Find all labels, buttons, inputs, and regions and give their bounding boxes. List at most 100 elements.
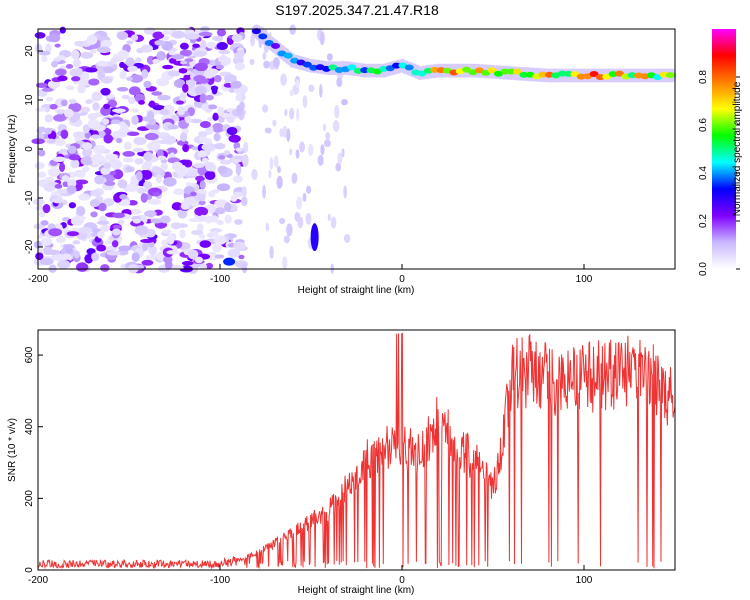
heatmap-cell — [78, 193, 91, 201]
heatmap-cell — [180, 132, 188, 142]
heatmap-cell — [170, 222, 182, 230]
heatmap-cell — [131, 208, 142, 215]
heatmap-cell — [69, 68, 83, 77]
heatmap-cell — [286, 128, 291, 143]
heatmap-cell — [157, 155, 167, 161]
heatmap-cell — [218, 49, 231, 55]
heatmap-cell — [186, 79, 196, 88]
heatmap-cell — [175, 100, 185, 105]
heatmap-cell — [228, 134, 241, 143]
heatmap-cell — [319, 31, 325, 46]
heatmap-cell — [51, 197, 64, 204]
heatmap-cell — [198, 131, 208, 137]
heatmap-cell — [128, 86, 141, 96]
heatmap-cell — [177, 210, 188, 219]
heatmap-cell — [279, 128, 284, 138]
x-tick-label: 0 — [399, 274, 405, 285]
heatmap-cell — [291, 172, 298, 184]
heatmap-cell — [111, 228, 121, 236]
heatmap-cell — [53, 114, 67, 122]
heatmap-cell — [289, 24, 296, 35]
heatmap-cell — [264, 127, 272, 134]
colorbar-gradient — [712, 29, 736, 269]
spectrogram-y-label: Frequency (Hz) — [7, 115, 18, 184]
heatmap-cell — [216, 42, 228, 51]
heatmap-cell — [133, 137, 147, 146]
heatmap-cell — [143, 181, 153, 190]
heatmap-cell — [199, 263, 207, 270]
heatmap-cell — [179, 49, 192, 57]
heatmap-cell — [34, 162, 45, 170]
heatmap-cell — [614, 70, 624, 77]
heatmap-cell — [430, 66, 440, 73]
heatmap-cell — [54, 43, 61, 48]
heatmap-cell — [91, 153, 105, 164]
heatmap-cell — [138, 100, 145, 105]
heatmap-cell — [93, 144, 106, 155]
heatmap-cell — [57, 75, 68, 82]
heatmap-cell — [100, 39, 113, 48]
heatmap-cell — [199, 121, 211, 129]
heatmap-cell — [231, 33, 243, 43]
heatmap-cell — [86, 34, 98, 45]
heatmap-cell — [184, 58, 194, 63]
heatmap-cell — [48, 228, 63, 237]
heatmap-cell — [462, 66, 472, 73]
heatmap-cell — [335, 162, 342, 172]
heatmap-cell — [162, 135, 177, 145]
heatmap-cell — [81, 142, 93, 150]
heatmap-cell — [119, 61, 126, 69]
heatmap-cell — [199, 214, 207, 222]
heatmap-cell — [182, 83, 189, 93]
colorbar-ticks: 0.0 0.2 0.4 0.6 0.8 — [698, 70, 740, 276]
heatmap-cell — [242, 154, 249, 167]
heatmap-cell — [665, 72, 675, 79]
heatmap-cell — [45, 43, 52, 53]
heatmap-cell — [109, 159, 123, 169]
heatmap-cell — [205, 94, 214, 101]
colorbar-tick-label: 0.4 — [698, 166, 709, 180]
x-tick-label: -200 — [28, 575, 48, 586]
heatmap-cell — [308, 84, 315, 93]
heatmap-cell — [198, 31, 213, 37]
heatmap-cell — [214, 254, 225, 259]
heatmap-cell — [71, 76, 81, 82]
heatmap-cell — [136, 171, 143, 181]
heatmap-cell — [295, 149, 300, 159]
heatmap-cell — [169, 58, 177, 64]
heatmap-cell — [212, 230, 219, 237]
heatmap-cell — [162, 229, 173, 234]
heatmap-cell — [289, 148, 293, 156]
heatmap-cell — [195, 256, 203, 264]
y-tick-label: 600 — [24, 346, 35, 363]
heatmap-cell — [166, 234, 175, 245]
snr-y-label: SNR (10 * v/v) — [7, 418, 18, 482]
heatmap-cell — [190, 191, 197, 197]
heatmap-cell — [199, 93, 207, 104]
heatmap-cell — [216, 28, 227, 37]
heatmap-cell — [84, 254, 94, 264]
heatmap-cell — [295, 79, 300, 89]
heatmap-cell — [98, 202, 107, 212]
heatmap-cell — [104, 153, 118, 161]
heatmap-cell — [126, 40, 134, 45]
heatmap-cell — [286, 223, 293, 237]
heatmap-cell — [111, 240, 119, 248]
heatmap-cell — [160, 162, 168, 171]
heatmap-cell — [199, 180, 206, 190]
heatmap-cell — [118, 245, 132, 252]
heatmap-cell — [91, 91, 103, 102]
heatmap-cell — [100, 87, 111, 96]
heatmap-cell — [167, 124, 179, 130]
heatmap-cell — [272, 119, 277, 127]
heatmap-cell — [236, 104, 243, 116]
heatmap-cell — [268, 169, 272, 179]
heatmap-cell — [122, 157, 134, 163]
heatmap-cell — [183, 196, 196, 205]
heatmap-cell — [131, 115, 139, 126]
heatmap-cell — [204, 69, 215, 79]
heatmap-cell — [156, 50, 166, 61]
heatmap-cell — [325, 131, 331, 141]
